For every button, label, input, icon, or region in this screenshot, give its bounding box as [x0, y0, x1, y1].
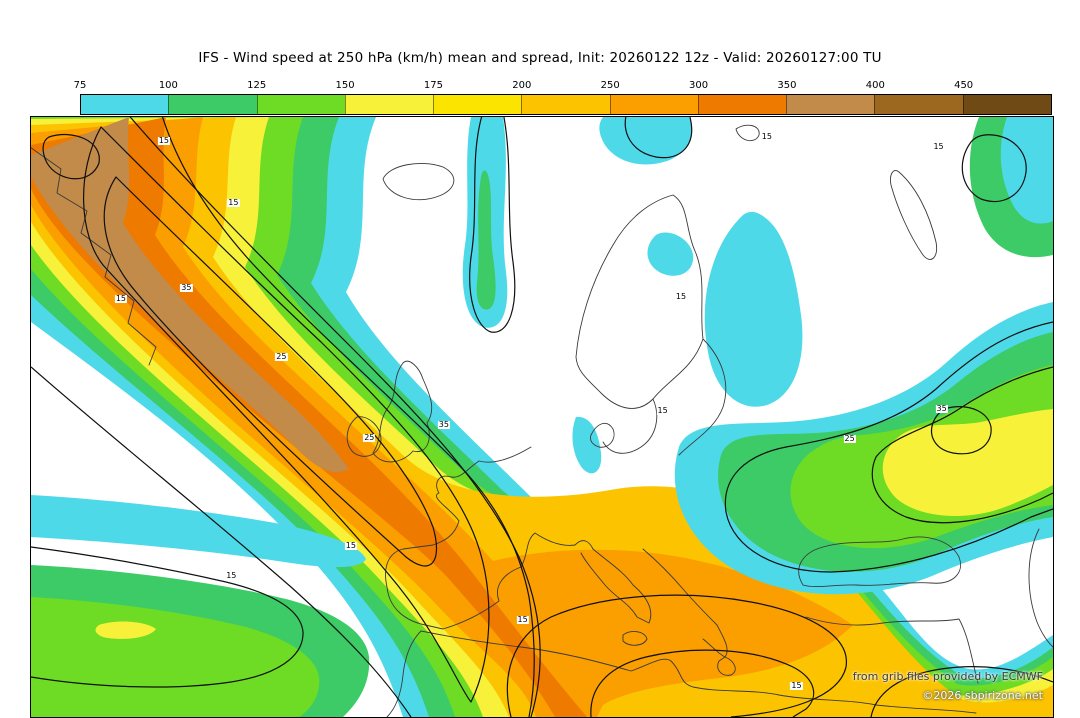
colorbar-segment [521, 95, 610, 114]
colorbar-segment [81, 95, 169, 114]
spread-contour [161, 117, 535, 717]
attribution-copyright: ©2026 sbpirizone.net [922, 689, 1043, 702]
colorbar-segment [697, 95, 787, 114]
bottomleft-band-75 [31, 495, 366, 568]
map-title: IFS - Wind speed at 250 hPa (km/h) mean … [198, 50, 882, 66]
contour-label: 15 [516, 614, 529, 624]
spread-contour [82, 126, 490, 703]
contour-label: 35 [437, 419, 450, 429]
coast-balkans-greece [642, 548, 736, 676]
coast-denmark [590, 422, 615, 448]
contour-label: 35 [180, 283, 193, 292]
coast-caspian [1028, 528, 1053, 648]
spread-contour [31, 366, 412, 717]
colorbar-tick: 250 [600, 80, 620, 91]
colorbar-segment [344, 95, 434, 114]
contour-label: 15 [932, 142, 945, 151]
contour-label: 15 [227, 197, 240, 207]
coast-novaya-zemlya [890, 170, 938, 260]
contour-label: 35 [935, 404, 948, 414]
colorbar-segment [874, 95, 963, 114]
colorbar-segment [962, 95, 1051, 114]
colorbar-bar [80, 94, 1052, 115]
right-blob-150 [882, 409, 1053, 517]
coast-mainland-west [385, 446, 594, 630]
contour-label: 25 [843, 434, 856, 444]
central-sliver-75 [572, 416, 602, 474]
contour-label: 15 [157, 136, 170, 145]
coast-svalbard [735, 124, 760, 142]
coast-sicily [622, 631, 648, 646]
coast-finland [678, 338, 727, 456]
colorbar-segment [609, 95, 698, 114]
spread-contour [590, 649, 815, 717]
colorbar-tick: 150 [335, 80, 355, 91]
coastlines [31, 124, 1053, 717]
colorbar-tick: 175 [423, 80, 443, 91]
contour-label: 15 [344, 541, 357, 550]
colorbar-tick: 125 [247, 80, 267, 91]
spread-contour [506, 594, 847, 717]
contour-label: 15 [674, 292, 688, 301]
spread-contours [31, 117, 1053, 717]
colorbar: 75 100 125 150 175 200 250 300 350 400 450 [74, 80, 1052, 115]
coast-italy [580, 548, 652, 624]
colorbar-tick: 300 [688, 80, 709, 91]
contour-label: 25 [363, 433, 376, 442]
topcenter-patch2-75 [599, 117, 693, 165]
contour-label: 15 [790, 680, 803, 690]
contour-labels: 15 15 15 35 25 25 35 15 15 15 15 15 25 35 15 15 15 [31, 117, 1053, 717]
contour-label: 25 [275, 352, 288, 361]
colorbar-segment [168, 95, 257, 114]
colorbar-segment [433, 95, 522, 114]
topcenter-patch-100 [476, 170, 496, 310]
spread-contour [624, 117, 693, 159]
jet-band-300 [31, 117, 587, 717]
weather-map: 15 15 15 35 25 25 35 15 15 15 15 15 25 35 15 15 15 from … [30, 116, 1054, 718]
jet-band-250 [31, 117, 853, 717]
coast-turkey-levant [805, 616, 979, 684]
jet-band-350 [31, 117, 349, 473]
topright-bean-75 [704, 211, 803, 407]
colorbar-ticks: 75 100 125 150 175 200 250 300 350 400 450 [74, 80, 1052, 94]
colorbar-tick: 400 [865, 80, 885, 91]
coast-iceland [382, 162, 455, 201]
colorbar-tick: 450 [954, 80, 974, 91]
bottomleft-spot-150 [95, 621, 156, 639]
colorbar-segment [256, 95, 345, 114]
spread-contour [724, 321, 1053, 573]
spread-contour [961, 134, 1027, 203]
colorbar-tick: 200 [512, 80, 532, 91]
coast-scandinavia [575, 194, 704, 409]
wind-speed-chart [31, 117, 1053, 717]
colorbar-tick: 75 [73, 80, 87, 91]
coast-greenland [31, 147, 157, 366]
colorbar-tick: 100 [158, 80, 178, 91]
spread-contour [31, 546, 304, 688]
spread-contour [870, 666, 1053, 717]
spread-contour [103, 176, 438, 567]
spread-contour [42, 133, 100, 180]
colorbar-segment [786, 95, 875, 114]
contour-label: 15 [656, 406, 669, 415]
contour-label: 15 [225, 571, 238, 580]
wind-speed-fills [31, 117, 1053, 717]
spread-contour [871, 366, 1053, 524]
contour-label: 15 [114, 293, 128, 303]
coast-africa-atlantic [386, 630, 422, 717]
coast-ireland [346, 416, 382, 457]
coast-black-sea [798, 536, 961, 587]
spread-contour [129, 117, 541, 717]
contour-label: 15 [760, 131, 773, 141]
spread-contour [469, 117, 516, 333]
center-small-patch-75 [647, 232, 694, 276]
colorbar-tick: 350 [777, 80, 797, 91]
attribution-source: from grib files provided by ECMWF [852, 670, 1043, 683]
coast-north-africa [420, 630, 977, 714]
